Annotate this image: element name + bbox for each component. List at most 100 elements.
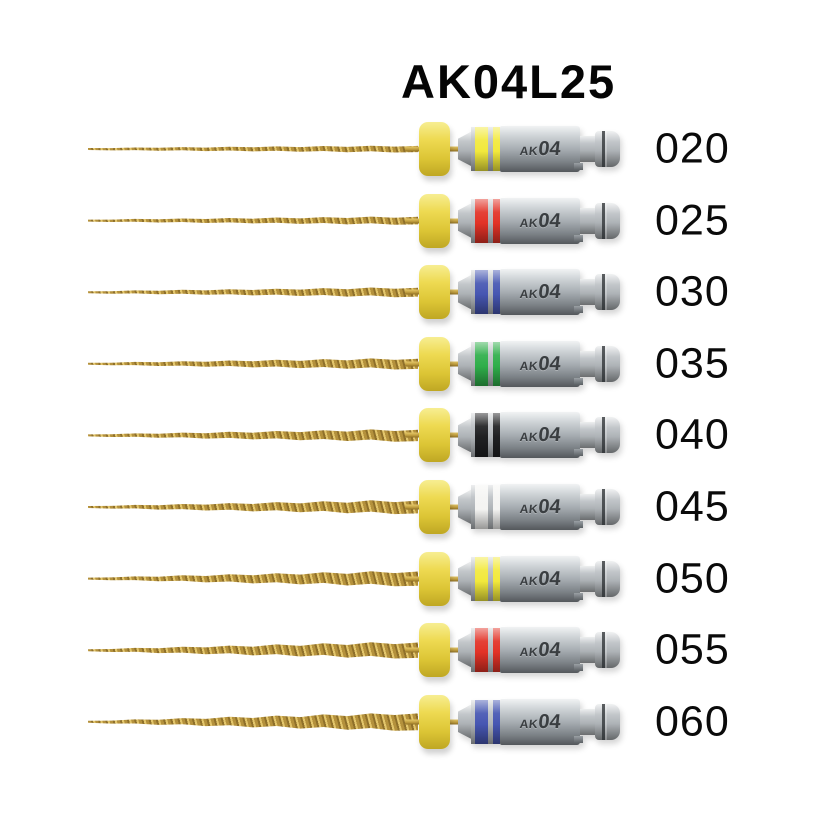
- handle-engraving: AK04: [519, 138, 562, 160]
- handle-silver-spacer: [471, 413, 475, 458]
- handle-cone: [458, 704, 471, 739]
- iso-color-ring-narrow: [493, 198, 500, 243]
- file-spiral-working-part: [88, 216, 418, 225]
- latch-grip-knob: [595, 417, 620, 454]
- iso-color-ring-narrow: [493, 127, 500, 171]
- handle-engraving-prefix: AK: [518, 716, 539, 731]
- iso-color-ring-narrow: [493, 485, 500, 529]
- handle-silver-spacer: [471, 628, 475, 673]
- file-row: AK04 030: [0, 256, 827, 328]
- file-row: AK04 045: [0, 471, 827, 543]
- iso-color-ring-narrow: [493, 556, 500, 601]
- handle-silver-spacer: [471, 270, 475, 315]
- handle-silver-spacer: [488, 270, 493, 315]
- handle-cone: [458, 203, 471, 238]
- latch-grip-knob: [595, 202, 620, 239]
- handle-engraving: AK04: [518, 281, 562, 304]
- yellow-stop-collar: [419, 694, 450, 749]
- handle-silver-spacer: [488, 413, 493, 458]
- file-row: AK04 040: [0, 399, 827, 471]
- latch-grip-knob: [595, 274, 620, 311]
- handle-engraving-prefix: AK: [518, 215, 539, 230]
- iso-color-ring-wide: [475, 699, 488, 744]
- handle-engraving: AK04: [518, 424, 562, 447]
- handle-engraving-prefix: AK: [518, 430, 539, 445]
- file-row: AK04 050: [0, 543, 827, 615]
- handle-engraving-code: 04: [536, 209, 562, 232]
- yellow-stop-collar: [419, 336, 450, 391]
- handle-engraving-code: 04: [536, 281, 562, 304]
- handle-silver-spacer: [488, 341, 493, 386]
- handle-engraving-code: 04: [536, 710, 562, 733]
- handle-silver-spacer: [488, 198, 493, 243]
- size-label: 055: [655, 625, 730, 674]
- handle-body-ledge: [574, 163, 583, 170]
- iso-color-ring-narrow: [493, 270, 500, 315]
- file-handle: AK04: [458, 340, 620, 387]
- yellow-stop-collar: [419, 122, 450, 176]
- handle-silver-spacer: [488, 628, 493, 673]
- handle-silver-spacer: [471, 485, 475, 529]
- handle-neck: [580, 422, 595, 449]
- iso-color-ring-wide: [475, 628, 488, 673]
- handle-silver-spacer: [471, 699, 475, 744]
- yellow-stop-collar: [419, 408, 450, 463]
- file-handle: AK04: [458, 627, 620, 674]
- handle-neck: [580, 350, 595, 377]
- product-title: AK04L25: [401, 55, 617, 108]
- handle-silver-spacer: [488, 127, 493, 171]
- handle-engraving: AK04: [518, 639, 562, 662]
- handle-engraving-prefix: AK: [518, 502, 539, 516]
- handle-cone: [458, 633, 471, 668]
- handle-body: AK04: [500, 197, 583, 244]
- file-handle: AK04: [458, 555, 620, 602]
- handle-engraving-prefix: AK: [518, 573, 539, 588]
- handle-body-ledge: [574, 306, 583, 314]
- yellow-stop-collar: [419, 480, 450, 534]
- handle-cone: [458, 490, 471, 524]
- handle-body-ledge: [574, 735, 583, 743]
- file-row: AK04 060: [0, 686, 827, 758]
- yellow-stop-collar: [419, 265, 450, 320]
- handle-silver-spacer: [488, 485, 493, 529]
- latch-grip-knob: [595, 345, 620, 382]
- handle-engraving-code: 04: [536, 567, 562, 590]
- handle-engraving-code: 04: [536, 639, 562, 662]
- handle-body-ledge: [574, 377, 583, 385]
- handle-engraving: AK04: [518, 567, 562, 590]
- file-handle: AK04: [458, 126, 620, 172]
- file-row: AK04 035: [0, 328, 827, 400]
- handle-silver-spacer: [488, 556, 493, 601]
- yellow-stop-collar: [419, 193, 450, 248]
- file-spiral-working-part: [88, 287, 418, 298]
- handle-silver-spacer: [488, 699, 493, 744]
- file-handle: AK04: [458, 484, 620, 530]
- size-label: 030: [655, 267, 730, 316]
- file-spiral-working-part: [88, 358, 418, 370]
- iso-color-ring-narrow: [493, 413, 500, 458]
- handle-engraving-code: 04: [536, 138, 562, 160]
- handle-cone: [458, 418, 471, 453]
- file-handle: AK04: [458, 197, 620, 244]
- handle-body: AK04: [500, 627, 583, 674]
- file-spiral-working-part: [88, 713, 418, 731]
- handle-cone: [458, 561, 471, 596]
- handle-engraving: AK04: [518, 496, 562, 518]
- handle-neck: [580, 565, 595, 592]
- file-spiral-working-part: [88, 571, 418, 587]
- handle-body: AK04: [500, 484, 583, 530]
- handle-silver-spacer: [471, 127, 475, 171]
- handle-neck: [580, 136, 595, 162]
- handle-engraving-code: 04: [536, 424, 562, 447]
- handle-cone: [458, 346, 471, 381]
- handle-engraving-prefix: AK: [518, 645, 539, 660]
- handle-body: AK04: [500, 126, 583, 172]
- handle-body-ledge: [574, 234, 583, 242]
- handle-neck: [580, 279, 595, 306]
- file-row: AK04 020: [0, 113, 827, 185]
- file-spiral-working-part: [88, 145, 418, 153]
- size-label: 035: [655, 339, 730, 388]
- handle-body-ledge: [574, 449, 583, 457]
- handle-engraving-prefix: AK: [518, 287, 539, 302]
